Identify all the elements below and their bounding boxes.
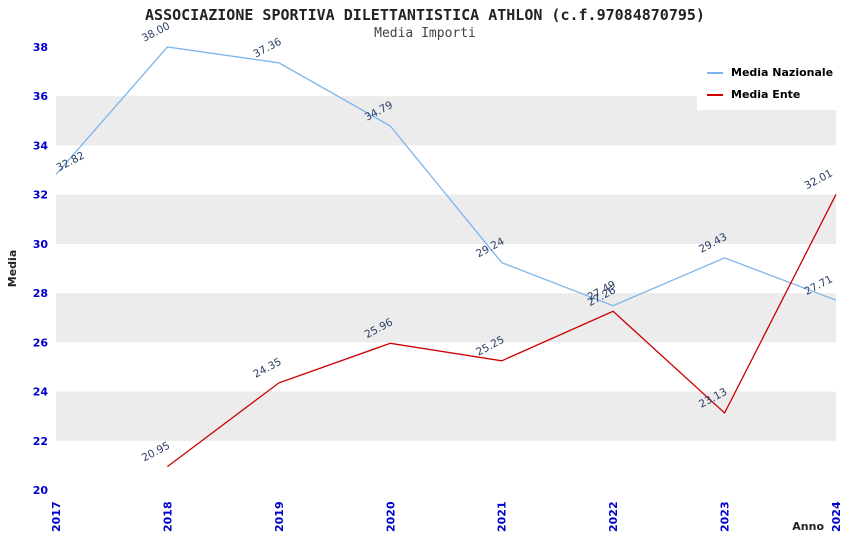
y-tick-label: 26	[33, 336, 49, 349]
x-tick-label: 2022	[607, 501, 620, 532]
legend-label-media-nazionale: Media Nazionale	[731, 66, 834, 79]
value-label-media-ente: 24.35	[251, 356, 283, 381]
plot-band	[56, 194, 836, 244]
x-tick-label: 2017	[50, 501, 63, 532]
y-tick-label: 38	[33, 41, 48, 54]
series-line-media-ente	[167, 194, 837, 468]
x-tick-label: 2019	[273, 501, 286, 532]
x-tick-label: 2023	[719, 501, 732, 532]
y-tick-label: 30	[33, 238, 49, 251]
y-tick-label: 20	[33, 484, 49, 497]
value-label-media-nazionale: 38.00	[140, 20, 172, 45]
chart-subtitle: Media Importi	[374, 26, 476, 41]
plot-band	[56, 293, 836, 343]
value-label-media-ente: 32.01	[803, 167, 835, 192]
series-line-media-nazionale	[55, 46, 837, 307]
value-label-media-nazionale: 32.82	[55, 149, 87, 174]
value-label-media-ente: 20.95	[140, 440, 172, 465]
y-tick-label: 32	[33, 189, 48, 202]
y-tick-label: 34	[33, 139, 49, 152]
y-tick-label: 22	[33, 435, 48, 448]
x-tick-label: 2024	[830, 501, 843, 532]
y-tick-label: 24	[33, 386, 49, 399]
y-tick-label: 36	[33, 90, 49, 103]
legend-item-media-nazionale: Media Nazionale	[707, 66, 833, 79]
chart-title: ASSOCIAZIONE SPORTIVA DILETTANTISTICA AT…	[145, 6, 705, 24]
axis-title-x: Anno	[792, 520, 824, 533]
x-tick-label: 2021	[496, 501, 509, 532]
legend-swatch-media-nazionale	[707, 71, 723, 74]
legend-item-media-ente: Media Ente	[707, 88, 833, 101]
legend-swatch-media-ente	[707, 93, 723, 96]
x-tick-label: 2018	[161, 501, 174, 532]
x-tick-label: 2020	[384, 501, 397, 532]
y-tick-label: 28	[33, 287, 48, 300]
chart-legend: Media Nazionale Media Ente	[697, 56, 846, 110]
value-label-media-nazionale: 37.36	[251, 36, 283, 61]
plot-band	[56, 391, 836, 441]
legend-label-media-ente: Media Ente	[731, 88, 801, 101]
axis-title-y: Media	[6, 250, 19, 287]
